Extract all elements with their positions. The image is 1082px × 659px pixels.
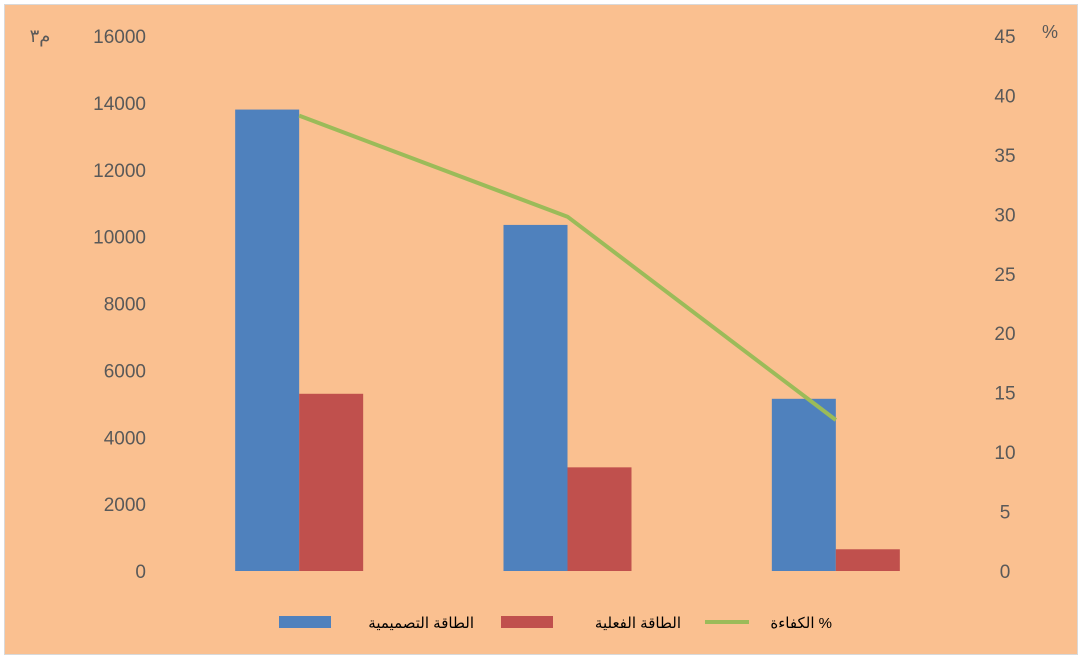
legend-marker-actual xyxy=(501,616,553,628)
left-tick-label: 14000 xyxy=(93,94,146,115)
bars xyxy=(235,109,900,571)
left-axis-ticks: 0 2000 4000 6000 8000 10000 12000 14000 16000 xyxy=(93,27,146,583)
right-tick-label: 35 xyxy=(994,146,1015,167)
design-capacity-bar xyxy=(235,109,300,571)
actual-capacity-bar xyxy=(299,393,364,571)
legend-marker-design xyxy=(279,616,331,628)
left-tick-label: 16000 xyxy=(93,27,146,48)
design-capacity-bar xyxy=(503,224,568,571)
left-axis-unit: م٣ xyxy=(30,26,51,46)
actual-capacity-bar xyxy=(835,549,900,571)
design-capacity-bar xyxy=(771,398,836,571)
left-tick-label: 12000 xyxy=(93,161,146,182)
legend-label: الكفاءة % xyxy=(770,615,832,632)
right-tick-label: 40 xyxy=(994,86,1015,107)
left-tick-label: 6000 xyxy=(104,361,146,382)
right-tick-label: 10 xyxy=(994,443,1015,464)
left-tick-label: 8000 xyxy=(104,295,146,316)
right-tick-label: 45 xyxy=(994,27,1015,48)
right-tick-label: 20 xyxy=(994,324,1015,345)
right-axis-ticks: 0 5 10 15 20 25 30 35 40 45 xyxy=(994,27,1015,583)
right-tick-label: 15 xyxy=(994,384,1015,405)
left-tick-label: 0 xyxy=(135,562,146,583)
right-tick-label: 25 xyxy=(994,265,1015,286)
right-tick-label: 5 xyxy=(1000,503,1011,524)
left-tick-label: 2000 xyxy=(104,495,146,516)
right-axis-unit: % xyxy=(1042,22,1058,42)
right-tick-label: 30 xyxy=(994,205,1015,226)
legend-label: الطاقة الفعلية xyxy=(595,615,681,632)
right-tick-label: 0 xyxy=(1000,562,1011,583)
efficiency-line xyxy=(298,113,838,422)
left-tick-label: 10000 xyxy=(93,228,146,249)
legend-label: الطاقة التصميمية xyxy=(368,615,474,632)
legend: الطاقة التصميمية الطاقة الفعلية الكفاءة % xyxy=(279,615,832,632)
efficiency-line-path xyxy=(298,113,838,422)
left-tick-label: 4000 xyxy=(104,428,146,449)
actual-capacity-bar xyxy=(567,467,632,571)
